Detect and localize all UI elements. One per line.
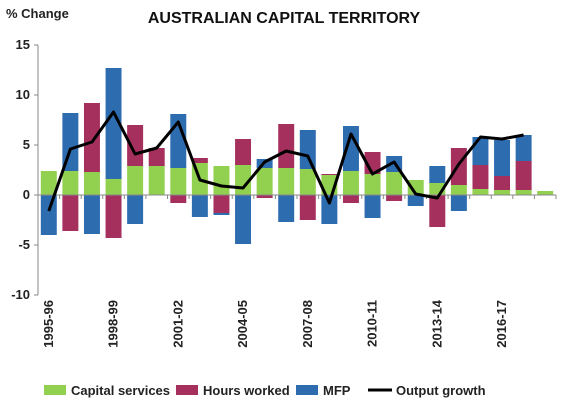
hours-worked-bar [213, 195, 230, 213]
mfp-bar [450, 195, 467, 211]
legend: Capital services Hours worked MFP Output gr… [44, 383, 486, 398]
legend-output-growth: Output growth [368, 383, 486, 398]
chart-title: AUSTRALIAN CAPITAL TERRITORY [148, 10, 421, 27]
mfp-bar [299, 130, 316, 169]
x-tick-label: 2013-14 [429, 299, 444, 347]
capital-services-bar [407, 180, 424, 195]
hours-worked-bar [148, 148, 165, 166]
mfp-bar [321, 195, 338, 224]
legend-label: Output growth [396, 383, 486, 398]
capital-services-bar [472, 189, 489, 195]
legend-label: MFP [323, 383, 351, 398]
x-tick-label: 2004-05 [235, 300, 250, 348]
hours-worked-bar [83, 103, 100, 172]
mfp-bar [364, 195, 381, 218]
legend-mfp: MFP [296, 383, 351, 398]
x-tick-label: 2016-17 [494, 300, 509, 348]
plot-area: -10 -5 0 5 10 15 1995-96 1998-99 2001-02 2004-05 2… [11, 37, 557, 348]
legend-swatch [176, 385, 198, 395]
hours-worked-bar [62, 195, 79, 231]
legend-label: Capital services [71, 383, 170, 398]
y-tick-label: -10 [11, 287, 30, 302]
capital-services-bar [515, 190, 532, 195]
capital-services-bar [256, 168, 273, 195]
hours-worked-bar [342, 195, 359, 203]
hours-worked-bar [256, 195, 273, 198]
capital-services-bar [83, 172, 100, 195]
mfp-bar [83, 195, 100, 234]
mfp-bar [407, 195, 424, 206]
hours-worked-bar [494, 176, 511, 190]
legend-capital-services: Capital services [44, 383, 170, 398]
hours-worked-bar [299, 195, 316, 220]
hours-worked-bar [429, 195, 446, 227]
y-tick-label: 15 [16, 37, 30, 52]
capital-services-bar [148, 166, 165, 195]
capital-services-bar [170, 168, 187, 195]
mfp-bar [342, 126, 359, 171]
mfp-bar [429, 166, 446, 183]
y-tick-label: 5 [23, 137, 30, 152]
legend-hours-worked: Hours worked [176, 383, 290, 398]
hours-worked-bar [105, 195, 122, 238]
capital-services-bar [105, 179, 122, 195]
capital-services-bar [364, 174, 381, 195]
capital-services-bar [494, 190, 511, 195]
y-tick-label: -5 [18, 237, 30, 252]
capital-services-bar [299, 169, 316, 195]
hours-worked-bar [472, 165, 489, 189]
hours-worked-bar [235, 139, 252, 165]
mfp-bar [213, 213, 230, 215]
capital-services-bar [342, 171, 359, 195]
x-tick-label: 2010-11 [365, 300, 380, 347]
hours-worked-bar [191, 158, 208, 163]
output-growth-line [47, 110, 524, 212]
x-tick-label: 2001-02 [170, 300, 185, 348]
x-tick-label: 2007-08 [300, 300, 315, 348]
hours-worked-bar [321, 174, 338, 175]
capital-services-bar [386, 172, 403, 195]
capital-services-bar [40, 171, 57, 195]
mfp-bar [105, 68, 122, 179]
capital-services-bar [213, 166, 230, 195]
y-tick-label: 0 [23, 187, 30, 202]
mfp-bar [278, 195, 295, 222]
capital-services-bar [127, 166, 144, 195]
capital-services-bar [537, 191, 554, 195]
capital-services-bar [450, 185, 467, 195]
mfp-bar [40, 195, 57, 235]
hours-worked-bar [386, 195, 403, 201]
x-tick-label: 1995-96 [41, 300, 56, 348]
x-tick-label: 1998-99 [106, 300, 121, 348]
capital-services-bar [278, 168, 295, 195]
legend-swatch [296, 385, 318, 395]
y-axis-label: % Change [6, 6, 69, 21]
hours-worked-bar [278, 124, 295, 168]
legend-label: Hours worked [203, 383, 290, 398]
hours-worked-bar [515, 161, 532, 190]
hours-worked-bar [127, 125, 144, 166]
mfp-bar [494, 140, 511, 176]
capital-services-bar [62, 171, 79, 195]
mfp-bar [472, 137, 489, 165]
mfp-bar [127, 195, 144, 224]
hours-worked-bar [170, 195, 187, 203]
mfp-bar [515, 135, 532, 161]
y-tick-label: 10 [16, 87, 30, 102]
mfp-bar [191, 195, 208, 217]
legend-swatch [44, 385, 66, 395]
mfp-bar [235, 195, 252, 244]
